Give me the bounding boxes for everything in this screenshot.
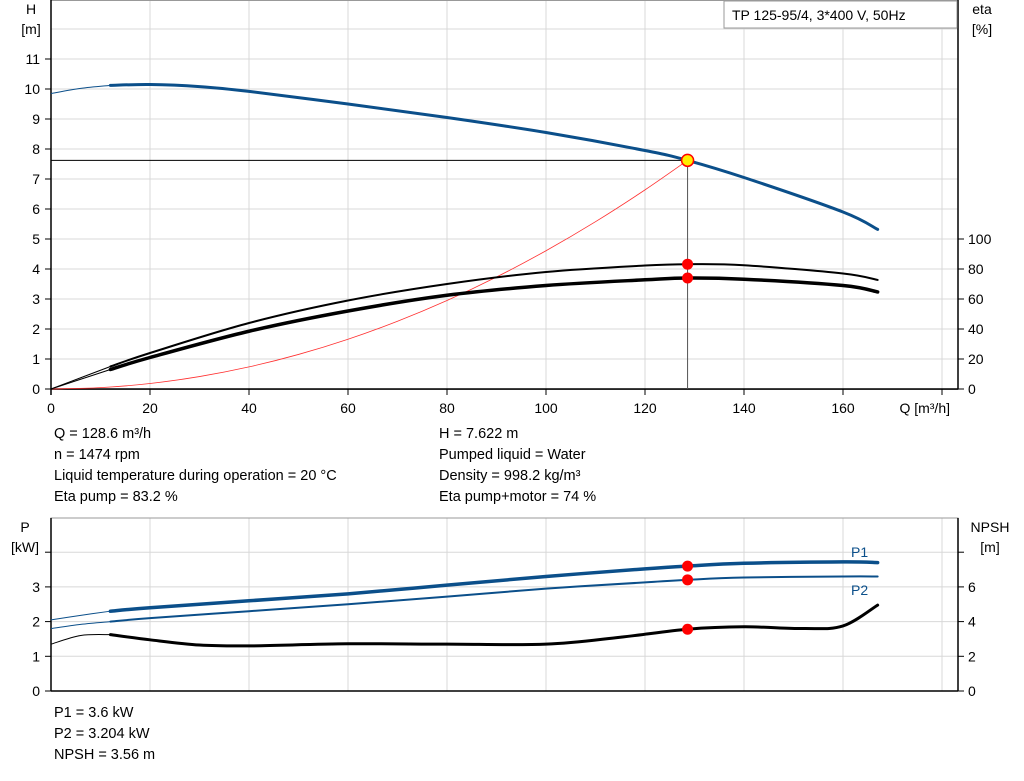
system-curve [50, 160, 688, 390]
y-tick-label-right: 6 [968, 579, 976, 595]
p1-curve [108, 560, 880, 613]
chart-title: TP 125-95/4, 3*400 V, 50Hz [732, 7, 906, 23]
y-tick-label-left: 0 [32, 381, 40, 397]
y-tick-label-right: 20 [968, 351, 984, 367]
p1-curve-extrapolated [50, 610, 111, 621]
p2-curve [109, 575, 879, 623]
info-top-right: H = 7.622 m Pumped liquid = Water Densit… [439, 424, 596, 508]
x-tick-label: 100 [534, 400, 558, 416]
npsh-duty-marker [682, 623, 694, 635]
head-curve-extrapolated [50, 84, 111, 94]
info-top-left: Q = 128.6 m³/h n = 1474 rpm Liquid tempe… [54, 424, 337, 508]
x-tick-label: 60 [340, 400, 356, 416]
title-box [723, 0, 958, 29]
y-tick-label-right: 0 [968, 683, 976, 699]
y-axis-label-right: NPSH [971, 519, 1010, 535]
info-npsh: NPSH = 3.56 m [54, 747, 156, 763]
y-tick-label-right: 40 [968, 321, 984, 337]
y-tick-label-left: 4 [32, 261, 40, 277]
info-density: Density = 998.2 kg/m³ [439, 468, 581, 484]
info-bottom: P1 = 3.6 kW P2 = 3.204 kW NPSH = 3.56 m [54, 703, 155, 766]
y-tick-label-left: 6 [32, 201, 40, 217]
info-h: H = 7.622 m [439, 426, 519, 442]
x-tick-label: 160 [831, 400, 855, 416]
y-tick-label-left: 0 [32, 683, 40, 699]
y-axis-label-left-unit: [kW] [11, 539, 39, 555]
x-tick-label: 0 [47, 400, 55, 416]
y-axis-label-right-unit: [%] [972, 21, 992, 37]
x-tick-label: 40 [241, 400, 257, 416]
y-tick-label-left: 8 [32, 141, 40, 157]
y-tick-label-right: 80 [968, 261, 984, 277]
y-tick-label-left: 11 [25, 51, 40, 67]
eta-pump-curve [109, 263, 879, 368]
p1-duty-marker [682, 560, 694, 572]
x-tick-label: 20 [142, 400, 158, 416]
y-tick-label-left: 3 [32, 579, 40, 595]
y-tick-label-right: 2 [968, 648, 976, 664]
x-tick-label: 120 [633, 400, 657, 416]
eta-pump-motor-duty-marker [682, 272, 694, 284]
y-tick-label-right: 100 [968, 231, 992, 247]
y-axis-label-right: eta [972, 1, 992, 17]
info-p2: P2 = 3.204 kW [54, 726, 150, 742]
y-tick-label-right: 60 [968, 291, 984, 307]
npsh-curve [108, 603, 880, 648]
info-p1: P1 = 3.6 kW [54, 705, 134, 721]
info-temp: Liquid temperature during operation = 20… [54, 468, 337, 484]
y-axis-label-left: H [26, 1, 36, 17]
info-liquid: Pumped liquid = Water [439, 447, 586, 463]
y-tick-label-left: 2 [32, 321, 40, 337]
eta-pump-motor-curve-extrapolated [50, 369, 111, 390]
y-tick-label-left: 1 [32, 351, 40, 367]
info-eta-pump-motor: Eta pump+motor = 74 % [439, 489, 597, 505]
y-tick-label-left: 1 [32, 648, 40, 664]
info-q: Q = 128.6 m³/h [54, 426, 152, 442]
y-axis-label-left: P [20, 519, 29, 535]
p1-label: P1 [851, 544, 868, 560]
eta-pump-duty-marker [682, 258, 694, 270]
y-tick-label-left: 2 [32, 614, 40, 630]
info-eta-pump: Eta pump = 83.2 % [54, 489, 178, 505]
p2-curve-extrapolated [50, 621, 111, 630]
y-tick-label-left: 10 [24, 81, 40, 97]
y-tick-label-left: 9 [32, 111, 40, 127]
y-axis-label-right-unit: [m] [980, 539, 999, 555]
y-tick-label-left: 5 [32, 231, 40, 247]
y-tick-label-right: 0 [968, 381, 976, 397]
x-tick-label: 80 [439, 400, 455, 416]
y-tick-label-right: 4 [968, 614, 976, 630]
y-axis-label-left-unit: [m] [21, 21, 40, 37]
p2-label: P2 [851, 582, 868, 598]
x-tick-label: 140 [732, 400, 756, 416]
eta-pump-motor-curve [108, 276, 880, 372]
y-tick-label-left: 7 [32, 171, 40, 187]
y-tick-label-left: 3 [32, 291, 40, 307]
info-n: n = 1474 rpm [54, 447, 140, 463]
p2-duty-marker [682, 574, 694, 586]
npsh-curve-extrapolated [50, 634, 111, 645]
duty-point-marker [680, 153, 695, 168]
head-curve [108, 82, 880, 231]
x-axis-label: Q [m³/h] [899, 400, 950, 416]
